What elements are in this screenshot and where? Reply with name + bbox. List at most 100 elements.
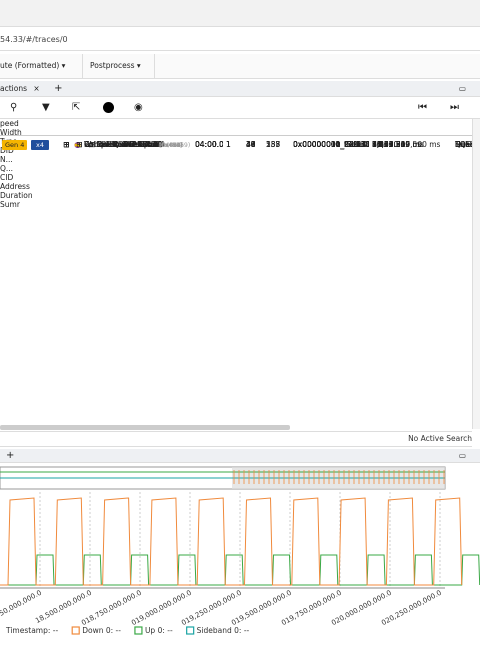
cell: ⊞ ● Completion Doorbell xyxy=(58,137,192,152)
tab[interactable]: actions xyxy=(0,84,27,93)
filter[interactable]: ▼ xyxy=(42,102,50,113)
duration: 1 ns xyxy=(372,140,388,149)
type: Write » Queue ID: 39 xyxy=(84,140,163,149)
address: 0x00000000_f3e1113 xyxy=(293,140,369,149)
q: 39 xyxy=(246,140,256,149)
export[interactable]: ⇱ xyxy=(72,102,81,113)
duration: 9,831.819 ms xyxy=(372,140,424,149)
did: 04:00.0 xyxy=(195,140,223,149)
scrollbar[interactable] xyxy=(472,119,480,429)
record[interactable] xyxy=(103,102,114,113)
type: PRP List Fetch xyxy=(97,140,150,149)
maximize[interactable]: ▭ xyxy=(458,84,466,93)
expander[interactable]: ⊞ xyxy=(76,140,83,149)
legend-swatch xyxy=(71,626,80,635)
column-header[interactable]: CID xyxy=(0,173,14,182)
expander[interactable]: ⊞ xyxy=(63,140,70,149)
icon: ⇄ xyxy=(87,140,94,149)
tab-bar: actions × + ▭ xyxy=(0,81,480,97)
address: 0x00000001_07fb37( xyxy=(293,140,369,149)
type: Command Fetch xyxy=(97,140,159,149)
binoculars[interactable]: ⚲ xyxy=(10,102,18,113)
type: DLLP Ack xyxy=(123,140,158,149)
h-scrollbar[interactable] xyxy=(0,425,290,430)
icon: ⇄ xyxy=(87,140,94,149)
icon: ▬ xyxy=(73,140,82,149)
status: No Active Search xyxy=(0,431,472,447)
packet-id: (0x669) xyxy=(166,142,191,149)
column-header[interactable]: Duration xyxy=(0,191,33,200)
type: TLP CplD xyxy=(123,140,157,149)
last[interactable]: ⏭ xyxy=(450,102,459,113)
summary: Heac xyxy=(455,140,472,149)
expander[interactable]: ⊞ xyxy=(63,140,70,149)
expander[interactable]: ⊞ xyxy=(63,140,70,149)
icon: ↓ xyxy=(113,140,120,149)
column-header[interactable]: DID xyxy=(0,146,14,155)
q: 40 xyxy=(246,140,256,149)
expander[interactable]: ⊞ xyxy=(63,140,70,149)
type: Completion Doorbell xyxy=(84,140,161,149)
icon: ● xyxy=(74,140,81,149)
q: 38 xyxy=(246,140,256,149)
column-header[interactable]: Q... xyxy=(0,164,14,173)
summary: SQE: xyxy=(455,140,472,149)
n: 1 xyxy=(226,140,231,149)
expander[interactable]: ⊞ xyxy=(63,140,70,149)
address: 0x00000000_f3e1114 xyxy=(293,140,369,149)
cell: ↓ DLLP Ack (0x60a) xyxy=(58,137,192,152)
column-header[interactable]: peed xyxy=(0,119,19,128)
cell: ↑ DLLP Ack (0x483) xyxy=(58,137,192,152)
did: 04:00.0 xyxy=(195,140,223,149)
cell: ↑ DLLP Ack (0x484) xyxy=(58,137,192,152)
first[interactable]: ⏮ xyxy=(418,102,427,113)
q: 37 xyxy=(246,140,256,149)
type: Data xyxy=(97,140,115,149)
cell: ⊞ ⇄ PRP List Fetch xyxy=(58,137,192,152)
add-tab[interactable]: + xyxy=(6,450,15,461)
summary: Heac xyxy=(455,140,472,149)
duration: 1 ns xyxy=(372,140,388,149)
column-header[interactable]: Width xyxy=(0,128,22,137)
expander[interactable]: ⊞ xyxy=(63,140,70,149)
duration: 50 ns xyxy=(372,140,393,149)
url[interactable]: 54.33/#/traces/0 xyxy=(0,30,480,51)
icon: ↑ xyxy=(113,140,120,149)
packet-id: (0x483) xyxy=(159,142,184,149)
expander[interactable]: ⊟ xyxy=(76,140,83,149)
q: 40 xyxy=(246,140,256,149)
duration: 54,500 ns xyxy=(372,140,410,149)
menu[interactable]: Postprocess ▾ xyxy=(90,54,155,78)
cell: ⊟ ⇄ TLP MRd64 xyxy=(58,137,192,152)
type: Completion Doorbell xyxy=(84,140,161,149)
icon: ↑ xyxy=(113,140,120,149)
expander[interactable]: ⊞ xyxy=(63,140,70,149)
view[interactable]: ◉ xyxy=(134,102,143,113)
cell: ⊞ ● Completion Doorbell xyxy=(58,137,192,152)
expander[interactable]: ⊟ xyxy=(89,140,96,149)
expander[interactable]: ⊞ xyxy=(76,140,83,149)
n: 1 xyxy=(226,140,231,149)
menu[interactable]: ute (Formatted) ▾ xyxy=(0,54,83,78)
column-header[interactable]: Address xyxy=(0,182,30,191)
summary: Tail P xyxy=(455,140,472,149)
cell: ⊟ ▬ Write » Queue ID: 41 xyxy=(58,137,192,152)
expander[interactable]: ⊟ xyxy=(63,140,70,149)
duration: 1,143.500 us xyxy=(372,140,422,149)
n: 1 xyxy=(226,140,231,149)
did: 04:00.0 xyxy=(195,140,223,149)
duration: 1 ns xyxy=(372,140,388,149)
summary: Queu xyxy=(455,140,472,149)
icon: ⇄ xyxy=(87,140,94,149)
column-header[interactable]: N... xyxy=(0,155,13,164)
column-header[interactable]: Sumr xyxy=(0,200,20,209)
expander[interactable]: ⊞ xyxy=(63,140,70,149)
icon: ↓ xyxy=(113,140,120,149)
legend-swatch xyxy=(186,626,195,635)
q: 38 xyxy=(246,140,256,149)
maximize[interactable]: ▭ xyxy=(458,451,466,460)
legend-label: Down 0: -- xyxy=(82,626,121,635)
q: 41 xyxy=(246,140,256,149)
icon: ↑ xyxy=(113,140,120,149)
add-tab[interactable]: + xyxy=(54,83,63,94)
